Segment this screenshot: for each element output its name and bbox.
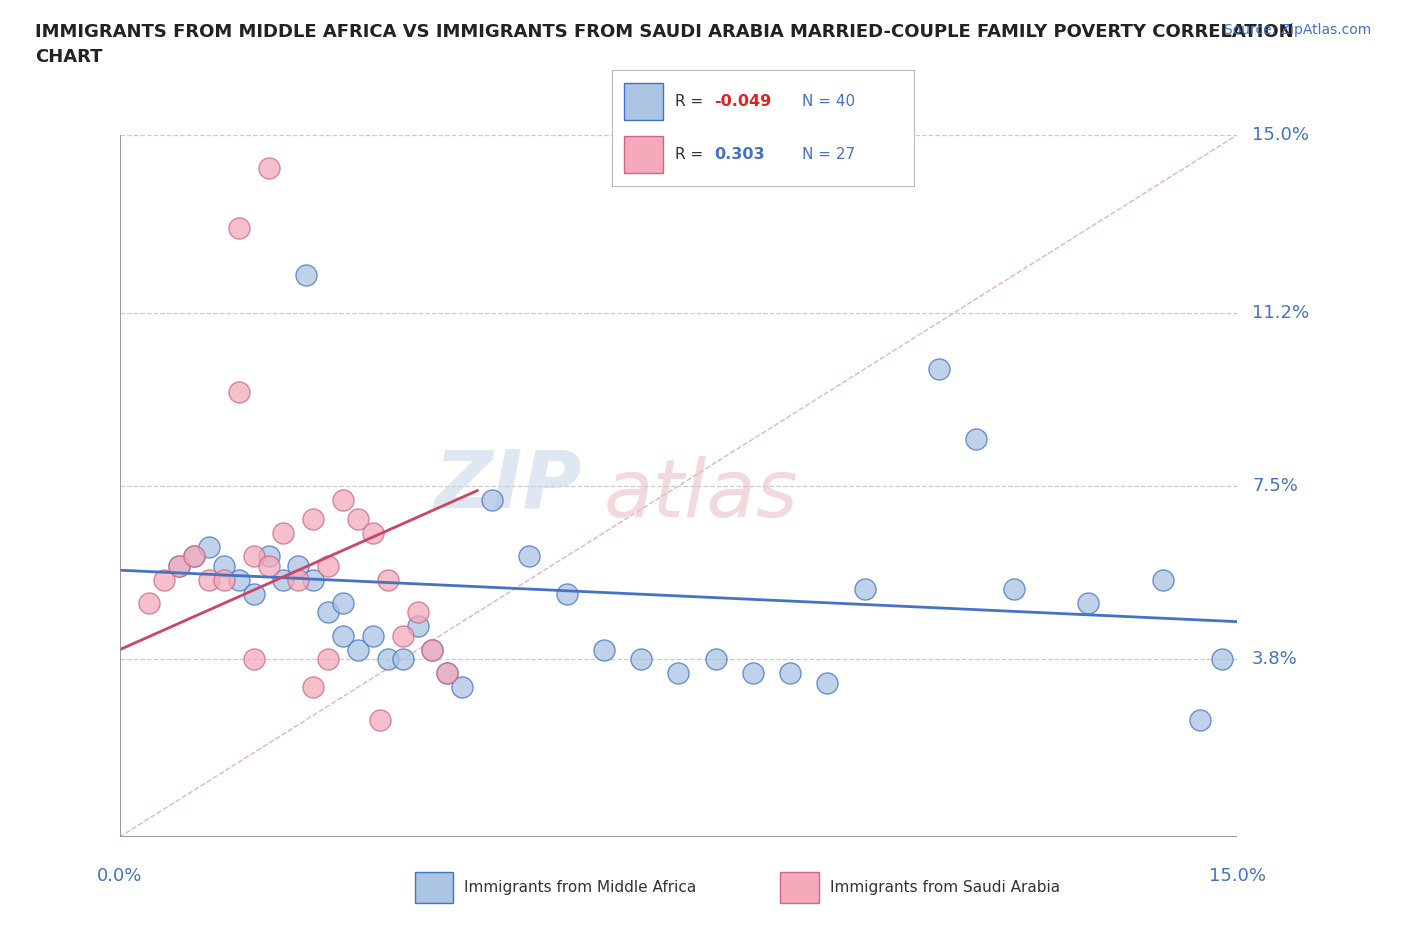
Point	[1077, 595, 1099, 610]
Text: 15.0%: 15.0%	[1209, 868, 1265, 885]
Point	[287, 572, 309, 587]
Point	[228, 385, 250, 400]
Text: 0.0%: 0.0%	[97, 868, 142, 885]
Point	[406, 604, 429, 619]
Text: Source: ZipAtlas.com: Source: ZipAtlas.com	[1223, 23, 1371, 37]
Point	[593, 643, 616, 658]
Point	[316, 652, 339, 667]
Text: 7.5%: 7.5%	[1253, 477, 1298, 495]
Point	[228, 221, 250, 236]
Point	[257, 160, 280, 175]
Text: N = 27: N = 27	[801, 147, 855, 162]
Point	[302, 512, 325, 526]
Point	[815, 675, 838, 690]
Text: 0.303: 0.303	[714, 147, 765, 162]
Point	[368, 712, 391, 727]
Point	[198, 539, 221, 554]
Point	[198, 572, 221, 587]
Point	[273, 572, 295, 587]
Point	[167, 558, 190, 573]
Text: R =: R =	[675, 94, 703, 109]
Point	[332, 595, 354, 610]
Point	[257, 549, 280, 564]
Point	[630, 652, 652, 667]
Point	[183, 549, 205, 564]
Point	[391, 629, 413, 644]
Text: Immigrants from Middle Africa: Immigrants from Middle Africa	[464, 880, 696, 895]
Point	[153, 572, 176, 587]
Point	[332, 629, 354, 644]
Bar	[780, 871, 820, 903]
Bar	[415, 871, 454, 903]
Text: Immigrants from Saudi Arabia: Immigrants from Saudi Arabia	[830, 880, 1060, 895]
Point	[361, 629, 384, 644]
Point	[436, 666, 458, 681]
Point	[302, 680, 325, 695]
Point	[391, 652, 413, 667]
Point	[302, 572, 325, 587]
Bar	[624, 136, 664, 173]
Point	[1152, 572, 1174, 587]
Point	[779, 666, 801, 681]
Point	[555, 586, 578, 601]
Point	[1189, 712, 1212, 727]
Point	[519, 549, 541, 564]
Point	[928, 362, 950, 377]
Point	[742, 666, 765, 681]
Point	[316, 558, 339, 573]
Bar	[624, 83, 664, 120]
Point	[377, 652, 399, 667]
Text: 3.8%: 3.8%	[1253, 650, 1298, 668]
Point	[347, 512, 370, 526]
Point	[347, 643, 370, 658]
Point	[666, 666, 689, 681]
Point	[436, 666, 458, 681]
Point	[183, 549, 205, 564]
Point	[295, 268, 318, 283]
Point	[704, 652, 727, 667]
Point	[1002, 581, 1025, 596]
Text: IMMIGRANTS FROM MIDDLE AFRICA VS IMMIGRANTS FROM SAUDI ARABIA MARRIED-COUPLE FAM: IMMIGRANTS FROM MIDDLE AFRICA VS IMMIGRA…	[35, 23, 1294, 66]
Text: -0.049: -0.049	[714, 94, 772, 109]
Point	[138, 595, 160, 610]
Point	[212, 572, 235, 587]
Text: ZIP: ZIP	[434, 447, 582, 525]
Point	[481, 493, 503, 508]
Point	[212, 558, 235, 573]
Point	[966, 432, 988, 446]
Point	[228, 572, 250, 587]
Point	[422, 643, 444, 658]
Point	[316, 604, 339, 619]
Point	[242, 652, 264, 667]
Point	[1211, 652, 1233, 667]
Point	[287, 558, 309, 573]
Point	[273, 525, 295, 540]
Point	[257, 558, 280, 573]
Point	[332, 493, 354, 508]
Point	[167, 558, 190, 573]
Point	[377, 572, 399, 587]
Point	[422, 643, 444, 658]
Text: R =: R =	[675, 147, 703, 162]
Point	[451, 680, 474, 695]
Point	[853, 581, 876, 596]
Text: atlas: atlas	[605, 457, 799, 535]
Point	[242, 586, 264, 601]
Point	[242, 549, 264, 564]
Text: 11.2%: 11.2%	[1253, 304, 1309, 322]
Text: N = 40: N = 40	[801, 94, 855, 109]
Point	[406, 619, 429, 634]
Point	[361, 525, 384, 540]
Text: 15.0%: 15.0%	[1253, 126, 1309, 144]
